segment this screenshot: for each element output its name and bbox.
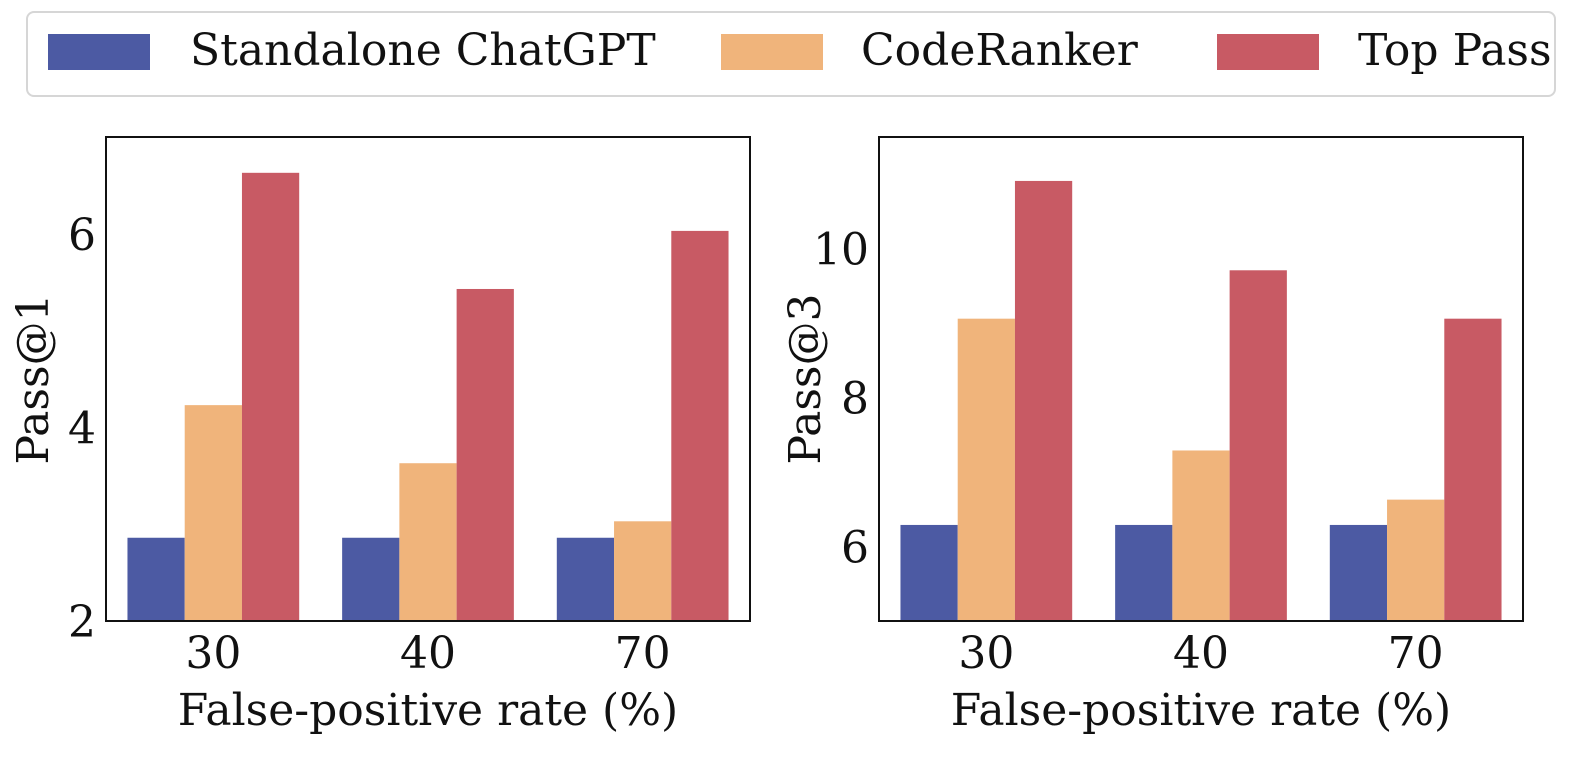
panel2-x-tick-label-30: 30 — [958, 628, 1014, 679]
panel1-x-axis-label: False-positive rate (%) — [178, 685, 678, 736]
panel2-plot-frame — [878, 136, 1524, 622]
panel1-y-tick-label-4: 4 — [68, 403, 96, 454]
panel2-y-tick-label-8: 8 — [841, 374, 869, 425]
legend-label-top-pass: Top Pass — [1358, 25, 1552, 76]
panel2-x-axis-label: False-positive rate (%) — [951, 685, 1451, 736]
panel2-bar-standalone-chatgpt-30 — [900, 524, 958, 621]
panel2-y-axis-label: Pass@3 — [780, 293, 831, 464]
legend-swatch-standalone-chatgpt — [48, 34, 150, 70]
panel1-y-axis-label: Pass@1 — [8, 293, 59, 464]
panel1-bar-top-pass-70 — [671, 230, 729, 621]
panel1-bar-coderanker-40 — [399, 463, 457, 621]
panel1-y-tick-label-2: 2 — [68, 597, 96, 648]
legend-label-standalone-chatgpt: Standalone ChatGPT — [190, 25, 656, 76]
panel1-bar-top-pass-30 — [241, 172, 300, 622]
legend: Standalone ChatGPT CodeRanker Top Pass — [26, 11, 1556, 97]
panel1-bar-standalone-chatgpt-70 — [556, 537, 615, 621]
panel1-x-tick-label-30: 30 — [185, 628, 241, 679]
panel1-bar-standalone-chatgpt-40 — [342, 537, 400, 621]
panel2-bar-top-pass-70 — [1444, 318, 1502, 621]
panel2-y-tick-label-6: 6 — [841, 523, 869, 574]
legend-swatch-coderanker — [721, 34, 823, 70]
panel2-bar-coderanker-40 — [1172, 450, 1230, 621]
panel1-bar-coderanker-70 — [614, 521, 672, 621]
panel2-bar-top-pass-40 — [1229, 270, 1287, 621]
panel1-plot-frame — [105, 136, 751, 622]
panel1-x-tick-label-70: 70 — [615, 628, 671, 679]
panel1-bar-standalone-chatgpt-30 — [127, 537, 185, 621]
panel2-x-tick-label-70: 70 — [1388, 628, 1444, 679]
panel2-bar-coderanker-70 — [1387, 499, 1445, 621]
legend-label-coderanker: CodeRanker — [861, 25, 1138, 76]
panel2-bar-coderanker-30 — [957, 318, 1015, 621]
panel2-x-tick-label-40: 40 — [1173, 628, 1229, 679]
panel2-bar-standalone-chatgpt-40 — [1115, 524, 1173, 621]
panel2-bar-standalone-chatgpt-70 — [1329, 524, 1388, 621]
panel1-y-tick-label-6: 6 — [68, 210, 96, 261]
panel1-bar-coderanker-30 — [184, 405, 242, 621]
panel2-bar-top-pass-30 — [1014, 180, 1073, 621]
panel1-bar-top-pass-40 — [456, 288, 514, 621]
panel2-y-tick-label-10: 10 — [813, 225, 869, 276]
legend-swatch-top-pass — [1217, 34, 1319, 70]
panel1-x-tick-label-40: 40 — [400, 628, 456, 679]
